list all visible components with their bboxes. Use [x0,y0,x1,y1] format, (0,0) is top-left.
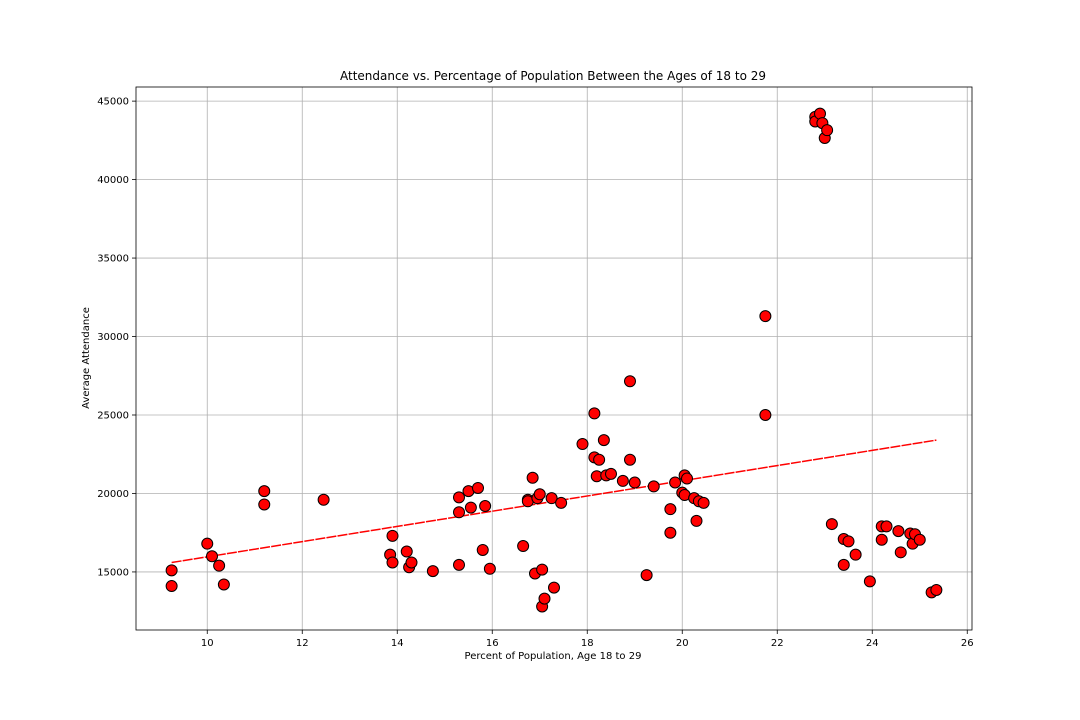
data-point [213,559,226,572]
data-point [669,476,682,489]
data-point [759,310,772,323]
data-point [624,453,636,466]
data-point [464,501,477,514]
data-point [681,472,693,485]
data-point [258,485,271,498]
data-point [576,438,589,451]
chart-title: Attendance vs. Percentage of Population … [340,69,766,83]
data-point [930,583,943,596]
data-point [206,550,218,563]
y-tick-label: 15000 [97,567,129,578]
data-point [875,533,888,546]
data-point [821,124,834,137]
data-point [405,556,418,569]
data-point [476,543,489,556]
data-point [690,514,703,527]
data-point [593,453,606,466]
data-point [536,563,549,576]
x-tick-label: 22 [771,638,784,649]
data-point [605,467,617,480]
data-point [588,407,601,420]
x-tick-label: 26 [961,638,974,649]
x-tick-label: 10 [201,638,214,649]
data-point [597,434,610,447]
data-point [894,546,907,559]
x-axis-label: Percent of Population, Age 18 to 29 [465,651,642,662]
data-point [533,488,546,501]
data-point [538,592,551,605]
data-point [453,506,465,519]
data-point [759,408,772,421]
data-point [892,525,905,538]
data-point [624,375,636,388]
data-point [880,520,893,533]
data-point [849,548,862,561]
x-tick-label: 12 [296,638,309,649]
data-point [317,493,330,506]
data-point [863,575,876,588]
plot-frame [135,86,973,631]
y-tick-label: 30000 [97,332,129,343]
data-point [426,565,439,578]
data-point [453,491,465,504]
data-point [483,562,496,575]
data-point [545,492,558,505]
y-tick-label: 25000 [97,410,129,421]
y-tick-label: 45000 [97,97,129,108]
y-axis-label: Average Attendance [81,307,92,409]
data-point [201,537,214,550]
data-point [165,564,178,577]
data-point [664,526,677,539]
x-tick-label: 20 [676,638,689,649]
data-point [664,503,677,516]
data-point [913,533,926,546]
y-tick-label: 40000 [97,175,129,186]
x-tick-label: 18 [581,638,594,649]
data-point [555,496,568,509]
data-point [386,529,399,542]
data-point [647,480,660,493]
data-points [165,107,943,613]
data-point [837,558,850,571]
grid [136,87,972,630]
data-point [825,518,838,531]
y-tick-label: 20000 [97,489,129,500]
data-point [258,498,271,511]
data-point [165,580,178,593]
y-tick-label: 35000 [97,254,129,265]
x-tick-label: 14 [391,638,404,649]
data-point [472,481,484,494]
data-point [616,474,629,487]
data-point [400,545,413,558]
x-tick-label: 24 [866,638,879,649]
data-point [386,556,399,569]
data-point [842,535,855,548]
data-point [526,471,539,484]
data-point [548,581,560,594]
data-point [453,558,465,571]
x-tick-label: 16 [486,638,499,649]
data-point [697,496,710,509]
data-point [517,540,530,553]
data-point [479,500,492,513]
axis-ticks: 10 12 14 16 18 20 22 24 26 15000 20000 25000 30000 35… [97,97,973,649]
data-point [217,578,230,591]
data-point [628,476,641,489]
data-point [640,569,653,582]
